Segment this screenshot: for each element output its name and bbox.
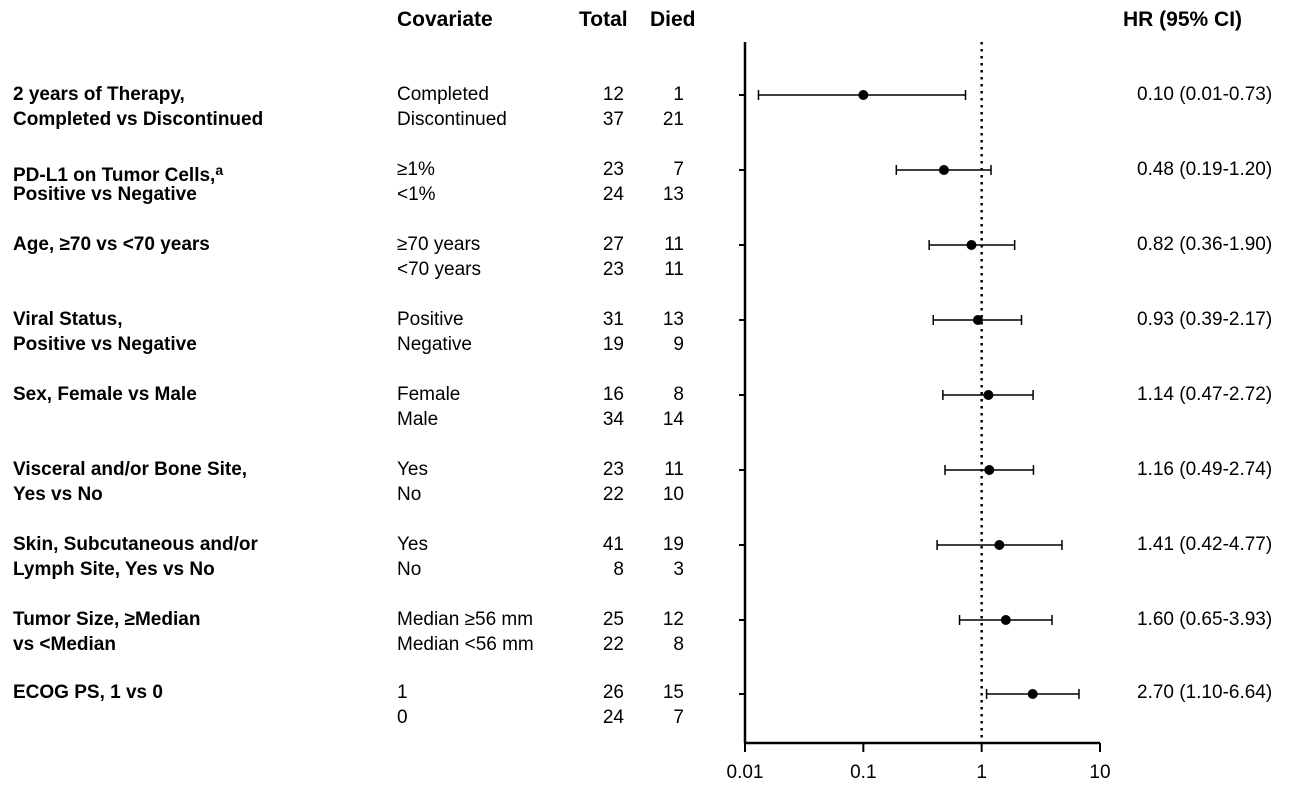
covariate-label: Age, ≥70 vs <70 years <box>13 234 210 255</box>
total-value: 24 <box>602 184 624 205</box>
header-hr: HR (95% CI) <box>1123 8 1243 31</box>
group-label: ≥1% <box>397 159 435 180</box>
header-covariate: Covariate <box>397 8 493 31</box>
covariate-label: Tumor Size, ≥Median <box>13 609 201 630</box>
hr-ci-text: 1.16 (0.49-2.74) <box>1137 459 1273 480</box>
group-label: Negative <box>397 334 472 355</box>
died-value: 12 <box>662 609 684 630</box>
x-tick-label: 10 <box>1089 762 1110 783</box>
total-value: 12 <box>602 84 624 105</box>
covariate-label-line2: Completed vs Discontinued <box>13 109 264 130</box>
total-value: 27 <box>602 234 624 255</box>
group-label: ≥70 years <box>397 234 481 255</box>
group-label: Completed <box>397 84 489 105</box>
total-value: 24 <box>602 707 624 728</box>
group-label: Male <box>397 409 439 430</box>
hr-point <box>938 165 949 175</box>
total-value: 8 <box>613 559 624 580</box>
hr-point <box>966 240 977 250</box>
hr-ci-text: 0.48 (0.19-1.20) <box>1137 159 1273 180</box>
hr-ci-text: 1.41 (0.42-4.77) <box>1137 534 1273 555</box>
hr-point <box>984 465 995 475</box>
hr-point <box>972 315 983 325</box>
total-value: 23 <box>602 159 624 180</box>
group-label: Median <56 mm <box>397 634 534 655</box>
group-label: Yes <box>397 459 428 480</box>
hr-point <box>983 390 994 400</box>
died-value: 8 <box>673 384 684 405</box>
header-died: Died <box>650 8 696 31</box>
group-label: 1 <box>397 682 408 703</box>
covariate-label: Skin, Subcutaneous and/or <box>13 534 258 555</box>
hr-point <box>994 540 1005 550</box>
died-value: 3 <box>673 559 684 580</box>
total-value: 25 <box>602 609 624 630</box>
hr-ci-text: 1.14 (0.47-2.72) <box>1137 384 1273 405</box>
total-value: 22 <box>602 634 624 655</box>
total-value: 37 <box>602 109 624 130</box>
died-value: 19 <box>662 534 684 555</box>
total-value: 22 <box>602 484 624 505</box>
group-label: Median ≥56 mm <box>397 609 534 630</box>
total-value: 41 <box>602 534 624 555</box>
group-label: <70 years <box>397 259 481 280</box>
covariate-label-line2: Positive vs Negative <box>13 334 197 355</box>
covariate-label-line2: Lymph Site, Yes vs No <box>13 559 215 580</box>
hr-point <box>1000 615 1011 625</box>
covariate-label: ECOG PS, 1 vs 0 <box>13 682 163 703</box>
hr-ci-text: 0.82 (0.36-1.90) <box>1137 234 1273 255</box>
header-total: Total <box>579 8 628 31</box>
covariate-label-line2: Positive vs Negative <box>13 184 197 205</box>
hr-ci-text: 1.60 (0.65-3.93) <box>1137 609 1273 630</box>
hr-point <box>858 90 869 100</box>
died-value: 21 <box>662 109 684 130</box>
total-value: 23 <box>602 259 624 280</box>
died-value: 11 <box>664 259 684 280</box>
died-value: 7 <box>673 707 684 728</box>
died-value: 15 <box>662 682 684 703</box>
x-tick-label: 1 <box>976 762 987 783</box>
total-value: 19 <box>602 334 624 355</box>
covariate-label: Visceral and/or Bone Site, <box>13 459 248 480</box>
hr-ci-text: 0.10 (0.01-0.73) <box>1137 84 1273 105</box>
hr-ci-text: 2.70 (1.10-6.64) <box>1137 682 1273 703</box>
footnote-marker: a <box>215 162 224 178</box>
group-label: Female <box>397 384 461 405</box>
died-value: 9 <box>673 334 684 355</box>
total-value: 23 <box>602 459 624 480</box>
hr-ci-text: 0.93 (0.39-2.17) <box>1137 309 1273 330</box>
total-value: 26 <box>602 682 624 703</box>
hr-point <box>1027 689 1038 699</box>
total-value: 34 <box>602 409 624 430</box>
died-value: 7 <box>673 159 684 180</box>
group-label: No <box>397 559 422 580</box>
covariate-label: Sex, Female vs Male <box>13 384 197 405</box>
group-label: No <box>397 484 422 505</box>
died-value: 1 <box>673 84 684 105</box>
covariate-label-line2: vs <Median <box>13 634 116 655</box>
died-value: 8 <box>673 634 684 655</box>
total-value: 31 <box>602 309 624 330</box>
died-value: 10 <box>662 484 684 505</box>
group-label: 0 <box>397 707 408 728</box>
covariate-label: Viral Status, <box>13 309 123 330</box>
group-label: <1% <box>397 184 436 205</box>
died-value: 11 <box>664 459 684 480</box>
covariate-label-line2: Yes vs No <box>13 484 103 505</box>
died-value: 14 <box>662 409 684 430</box>
total-value: 16 <box>602 384 624 405</box>
x-tick-label: 0.01 <box>727 762 764 783</box>
x-tick-label: 0.1 <box>850 762 876 783</box>
covariate-label: PD-L1 on Tumor Cells,a <box>13 162 224 186</box>
died-value: 13 <box>662 309 684 330</box>
group-label: Positive <box>397 309 464 330</box>
covariate-label: 2 years of Therapy, <box>13 84 185 105</box>
died-value: 11 <box>664 234 684 255</box>
group-label: Yes <box>397 534 428 555</box>
group-label: Discontinued <box>397 109 507 130</box>
died-value: 13 <box>662 184 684 205</box>
